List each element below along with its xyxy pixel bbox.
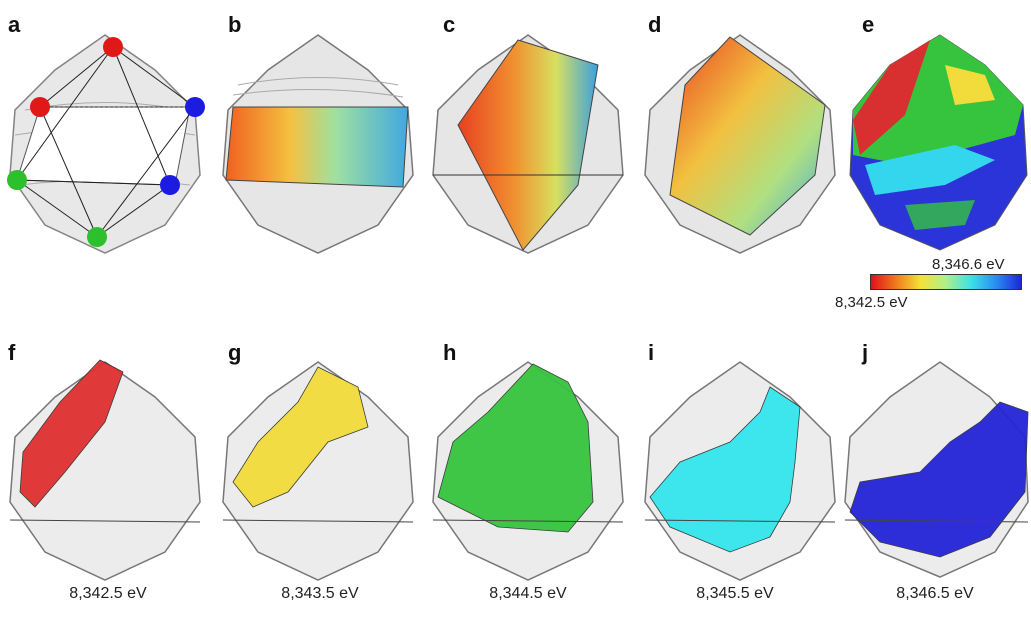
map-region-green-lower: [905, 200, 975, 230]
crystal-c-svg: [432, 34, 624, 254]
isosurface-j: [849, 401, 1029, 558]
map-region-yellow: [945, 65, 995, 105]
crystal-edge-line: [432, 519, 624, 523]
crystal-edge-line: [844, 519, 1029, 523]
crystal-j-svg: [844, 361, 1029, 578]
crystal-edge-line: [644, 519, 836, 523]
panel-i-isosurface: [640, 352, 840, 632]
crystal-e-svg: [849, 34, 1028, 251]
vertex-marker-right-lower: [160, 175, 180, 195]
energy-caption-f: 8,342.5 eV: [69, 585, 147, 602]
crystal-f-svg: [9, 359, 201, 581]
crystal-a-svg: [7, 34, 205, 254]
panel-g-isosurface: [218, 352, 418, 632]
panel-label-a: a: [8, 12, 21, 37]
crystal-edge-line: [9, 519, 201, 523]
isosurface-h: [437, 363, 594, 533]
crystal-contours: [232, 77, 404, 98]
isosurface-g: [232, 366, 369, 508]
edge: [96, 106, 196, 238]
map-region-red: [853, 40, 930, 155]
vertex-marker-left-upper: [30, 97, 50, 117]
energy-caption-i: 8,345.5 eV: [696, 585, 774, 602]
panel-label-e: e: [862, 12, 875, 37]
map-region-cyan: [865, 145, 995, 195]
panel-label-b: b: [228, 12, 242, 37]
panel-label-d: d: [648, 12, 662, 37]
vertex-marker-right-upper: [185, 97, 205, 117]
panel-e-full-map: [845, 25, 1031, 305]
edge: [16, 179, 98, 238]
energy-caption-j: 8,346.5 eV: [896, 585, 974, 602]
crystal-g-svg: [222, 361, 414, 581]
crystal-b-svg: [222, 34, 414, 254]
edge: [39, 46, 114, 108]
energy-colorbar: [870, 274, 1022, 290]
slice-map: [225, 106, 409, 188]
crystal-d-svg: [644, 34, 836, 254]
isosurface-f: [19, 359, 124, 508]
edge: [112, 46, 171, 186]
panel-label-f: f: [8, 340, 16, 365]
slice-map: [457, 39, 599, 251]
isosurface-i: [649, 386, 801, 553]
panel-d-tilted-slice: [640, 25, 840, 305]
slice-map: [669, 36, 826, 236]
panel-label-c: c: [443, 12, 456, 37]
panel-b-horizontal-slice: [218, 25, 418, 305]
edge: [16, 46, 114, 181]
octahedron-face: [16, 106, 191, 186]
vertex-marker-bottom: [87, 227, 107, 247]
vertex-marker-top: [103, 37, 123, 57]
vertex-marker-left-lower: [7, 170, 27, 190]
energy-caption-h: 8,344.5 eV: [489, 585, 567, 602]
edge: [112, 46, 196, 108]
panel-h-isosurface: [428, 352, 628, 632]
energy-caption-g: 8,343.5 eV: [281, 585, 359, 602]
panel-j-isosurface: [840, 352, 1031, 632]
colorbar-max-label: 8,346.6 eV: [932, 256, 1005, 273]
edge: [96, 184, 171, 238]
panel-label-i: i: [648, 340, 655, 365]
panel-label-h: h: [443, 340, 457, 365]
edge: [39, 106, 98, 238]
crystal-h-svg: [432, 361, 624, 581]
colorbar-min-label: 8,342.5 eV: [835, 294, 908, 311]
edge: [16, 179, 171, 186]
panel-label-g: g: [228, 340, 242, 365]
panel-label-j: j: [862, 340, 869, 365]
panel-a-crystal-vertices: [5, 25, 205, 305]
panel-f-isosurface: [5, 352, 205, 632]
crystal-edge-line: [222, 519, 414, 523]
panel-c-tilted-slice: [428, 25, 628, 305]
crystal-i-svg: [644, 361, 836, 581]
